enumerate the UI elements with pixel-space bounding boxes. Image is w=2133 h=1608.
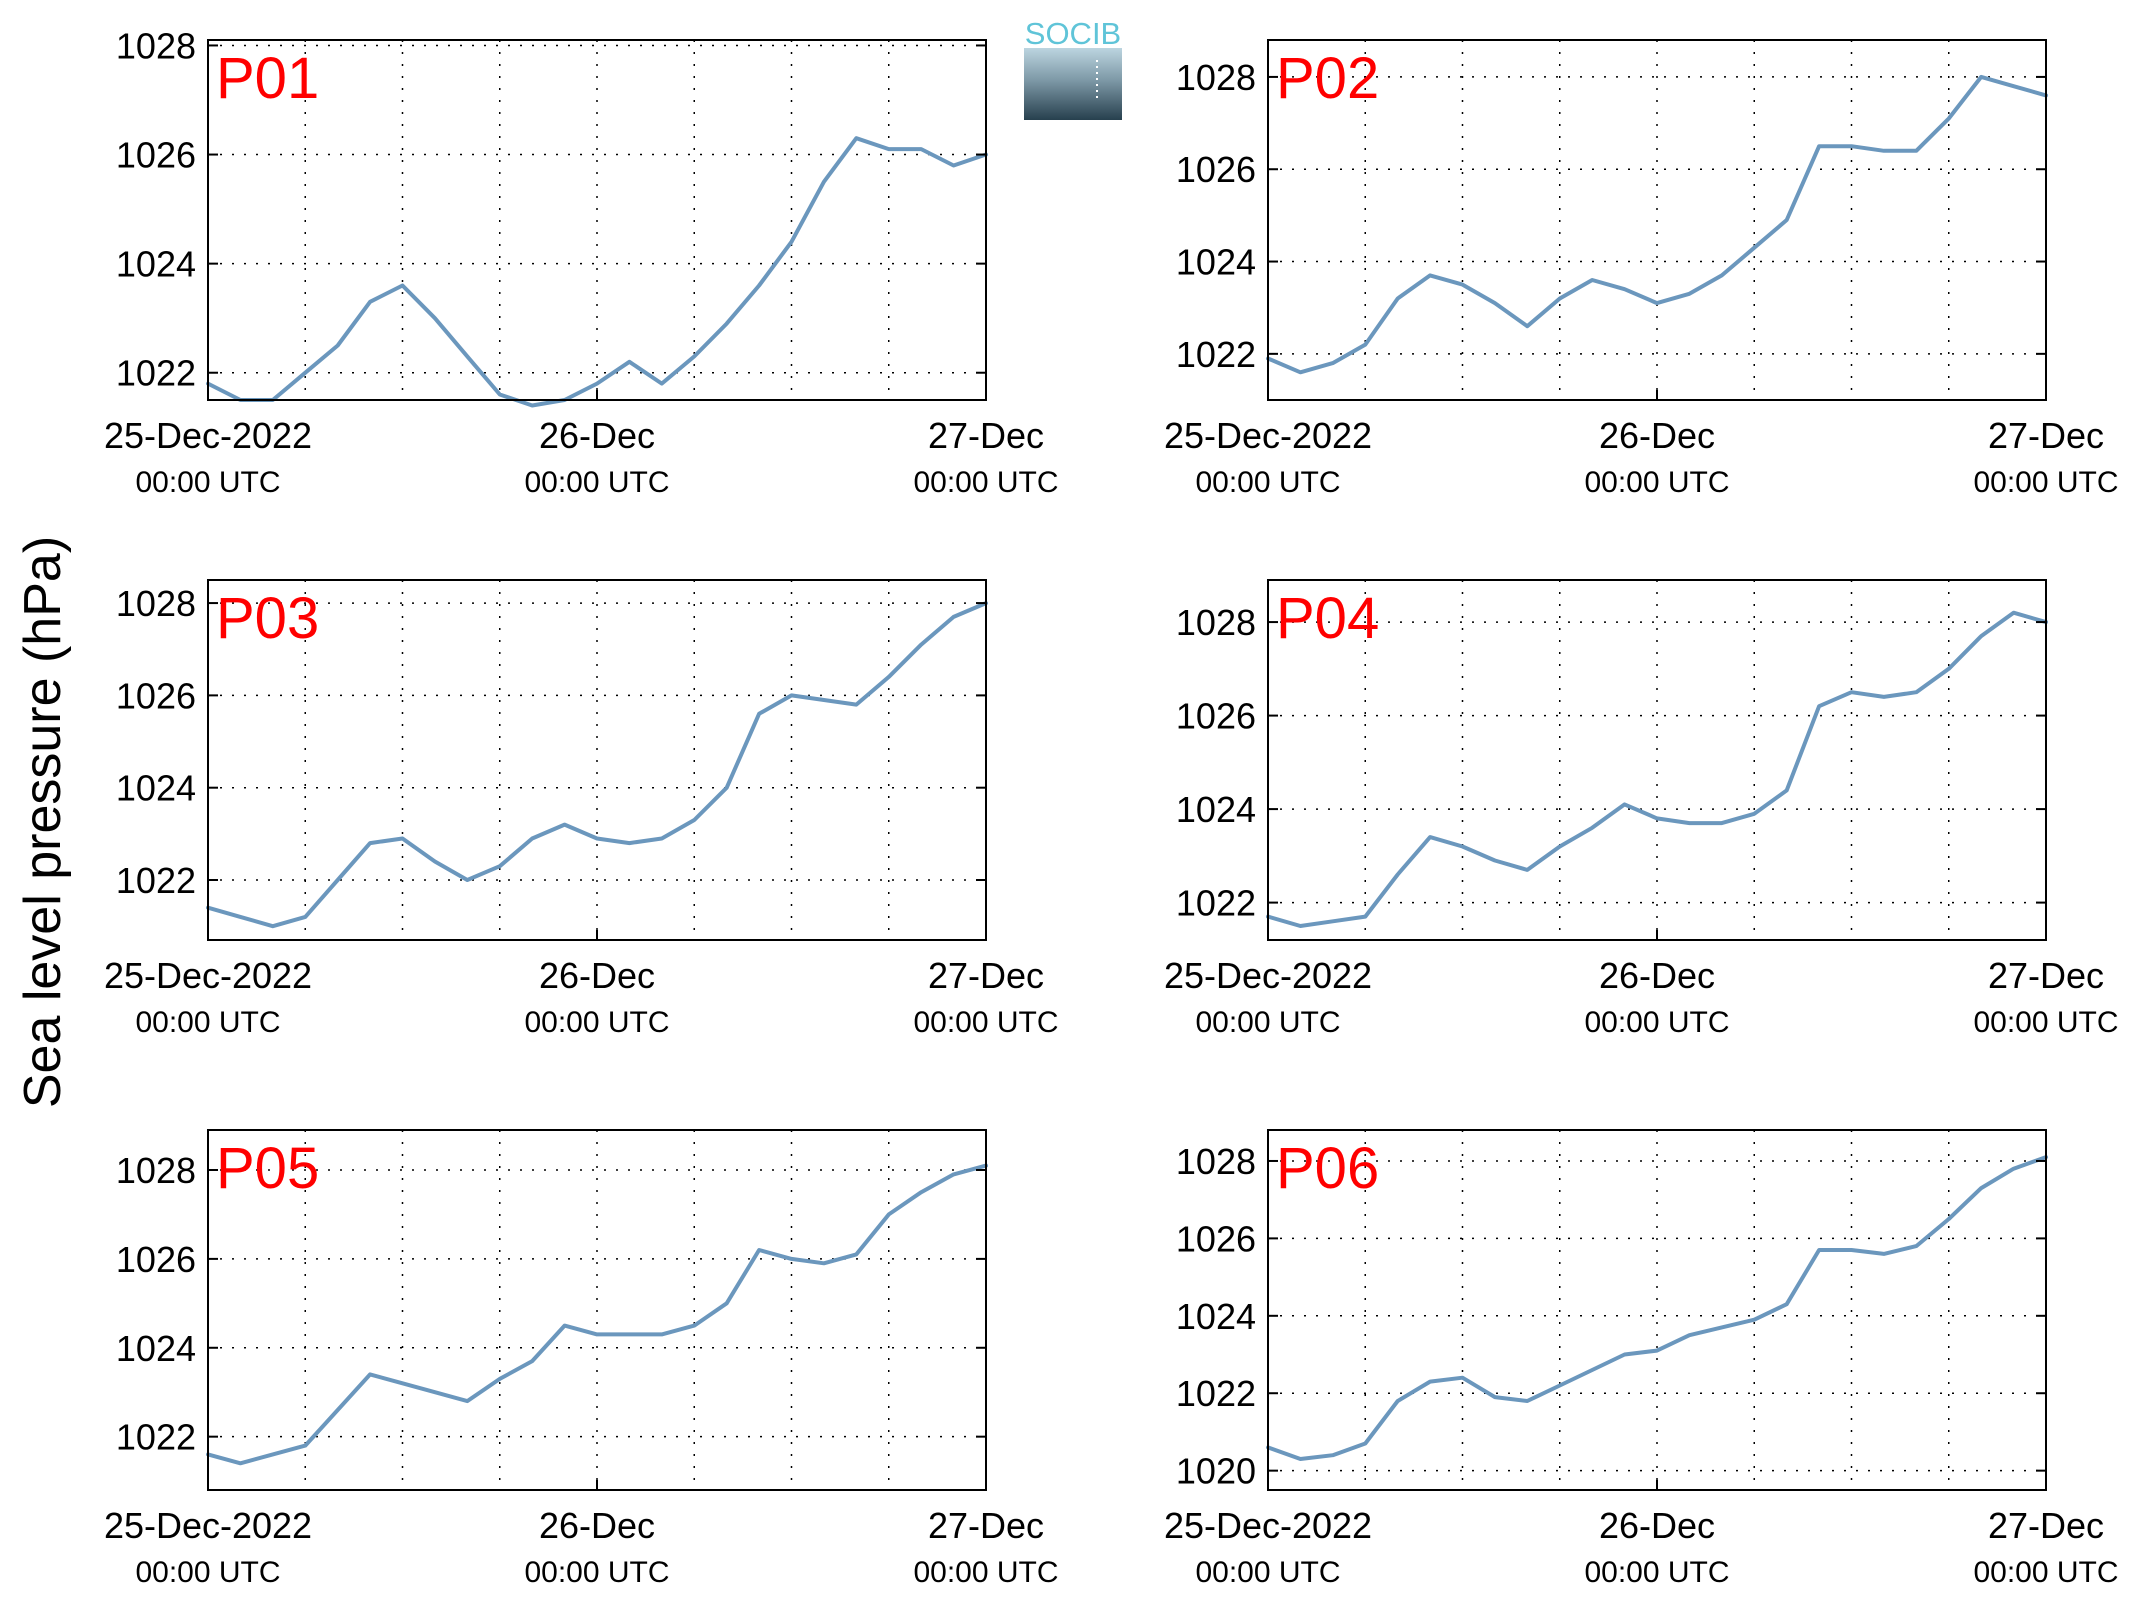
y-tick-label: 1022 <box>116 1417 196 1458</box>
x-tick-sublabel: 00:00 UTC <box>1195 1556 1340 1589</box>
chart-panel-p05: 1022 1024 1026 1028 25-Dec-2022 00:00 UTC 26-D… <box>104 1129 1059 1589</box>
y-tick-label: 1022 <box>1176 883 1256 924</box>
x-tick-sublabel: 00:00 UTC <box>524 466 669 499</box>
x-tick-label: 27-Dec <box>1988 1505 2104 1546</box>
x-tick-label: 25-Dec-2022 <box>1164 955 1372 996</box>
y-tick-label: 1022 <box>116 860 196 901</box>
y-tick-label: 1020 <box>1176 1451 1256 1492</box>
y-tick-label: 1024 <box>1176 1296 1256 1337</box>
x-tick-label: 25-Dec-2022 <box>1164 1505 1372 1546</box>
x-tick-sublabel: 00:00 UTC <box>524 1006 669 1039</box>
panel-label: P02 <box>1276 46 1379 111</box>
x-tick-label: 25-Dec-2022 <box>104 415 312 456</box>
x-tick-label: 26-Dec <box>1599 1505 1715 1546</box>
socib-logo: SOCIB <box>1024 16 1122 120</box>
y-tick-label: 1024 <box>116 1328 196 1369</box>
y-tick-label: 1024 <box>1176 789 1256 830</box>
panel-label: P06 <box>1276 1136 1379 1201</box>
panel-label: P01 <box>216 46 319 111</box>
x-tick-sublabel: 00:00 UTC <box>1195 1006 1340 1039</box>
x-tick-sublabel: 00:00 UTC <box>1584 1556 1729 1589</box>
y-tick-label: 1026 <box>116 135 196 176</box>
x-tick-label: 27-Dec <box>928 1505 1044 1546</box>
panel-label: P05 <box>216 1136 319 1201</box>
y-tick-label: 1028 <box>116 583 196 624</box>
chart-panel-p01: 1022 1024 1026 1028 25-Dec-2022 00:00 UTC 26-D… <box>104 25 1059 499</box>
x-tick-label: 26-Dec <box>539 1505 655 1546</box>
y-tick-label: 1026 <box>1176 696 1256 737</box>
x-tick-label: 25-Dec-2022 <box>1164 415 1372 456</box>
chart-panel-p03: 1022 1024 1026 1028 25-Dec-2022 00:00 UTC 26-D… <box>104 579 1059 1039</box>
y-tick-label: 1024 <box>116 768 196 809</box>
x-tick-sublabel: 00:00 UTC <box>1584 466 1729 499</box>
chart-panel-p04: 1022 1024 1026 1028 25-Dec-2022 00:00 UTC 26-D… <box>1164 579 2119 1039</box>
x-tick-sublabel: 00:00 UTC <box>913 466 1058 499</box>
x-tick-sublabel: 00:00 UTC <box>1973 1006 2118 1039</box>
x-tick-label: 26-Dec <box>1599 415 1715 456</box>
y-tick-label: 1028 <box>116 25 196 66</box>
socib-logo-text: SOCIB <box>1025 16 1121 51</box>
x-tick-sublabel: 00:00 UTC <box>913 1006 1058 1039</box>
y-tick-label: 1026 <box>116 1239 196 1280</box>
chart-panel-p06: 1020 1022 1024 1026 1028 25-Dec-2022 00:00 UTC… <box>1164 1129 2119 1589</box>
x-tick-sublabel: 00:00 UTC <box>913 1556 1058 1589</box>
y-tick-label: 1022 <box>1176 1373 1256 1414</box>
y-tick-label: 1026 <box>1176 149 1256 190</box>
y-tick-label: 1024 <box>1176 242 1256 283</box>
x-tick-sublabel: 00:00 UTC <box>524 1556 669 1589</box>
x-tick-label: 25-Dec-2022 <box>104 955 312 996</box>
x-tick-sublabel: 00:00 UTC <box>1973 466 2118 499</box>
y-tick-label: 1028 <box>1176 1141 1256 1182</box>
x-tick-label: 26-Dec <box>539 415 655 456</box>
y-tick-label: 1026 <box>1176 1218 1256 1259</box>
x-tick-sublabel: 00:00 UTC <box>135 466 280 499</box>
x-tick-label: 25-Dec-2022 <box>104 1505 312 1546</box>
x-tick-label: 26-Dec <box>1599 955 1715 996</box>
y-tick-label: 1022 <box>1176 334 1256 375</box>
y-tick-label: 1028 <box>1176 602 1256 643</box>
x-tick-label: 26-Dec <box>539 955 655 996</box>
panel-label: P03 <box>216 586 319 651</box>
panel-label: P04 <box>1276 586 1379 651</box>
x-tick-sublabel: 00:00 UTC <box>135 1556 280 1589</box>
x-tick-sublabel: 00:00 UTC <box>1973 1556 2118 1589</box>
panels: 1022 1024 1026 1028 25-Dec-2022 00:00 UTC 26-D… <box>104 25 2119 1589</box>
x-tick-sublabel: 00:00 UTC <box>1584 1006 1729 1039</box>
x-tick-sublabel: 00:00 UTC <box>1195 466 1340 499</box>
x-tick-label: 27-Dec <box>1988 955 2104 996</box>
y-tick-label: 1028 <box>116 1150 196 1191</box>
chart-panel-p02: 1022 1024 1026 1028 25-Dec-2022 00:00 UTC 26-D… <box>1164 39 2119 499</box>
y-axis-label: Sea level pressure (hPa) <box>14 536 72 1108</box>
y-tick-label: 1024 <box>116 244 196 285</box>
x-tick-label: 27-Dec <box>928 415 1044 456</box>
x-tick-label: 27-Dec <box>1988 415 2104 456</box>
y-tick-label: 1022 <box>116 353 196 394</box>
y-tick-label: 1028 <box>1176 57 1256 98</box>
x-tick-label: 27-Dec <box>928 955 1044 996</box>
y-tick-label: 1026 <box>116 675 196 716</box>
x-tick-sublabel: 00:00 UTC <box>135 1006 280 1039</box>
